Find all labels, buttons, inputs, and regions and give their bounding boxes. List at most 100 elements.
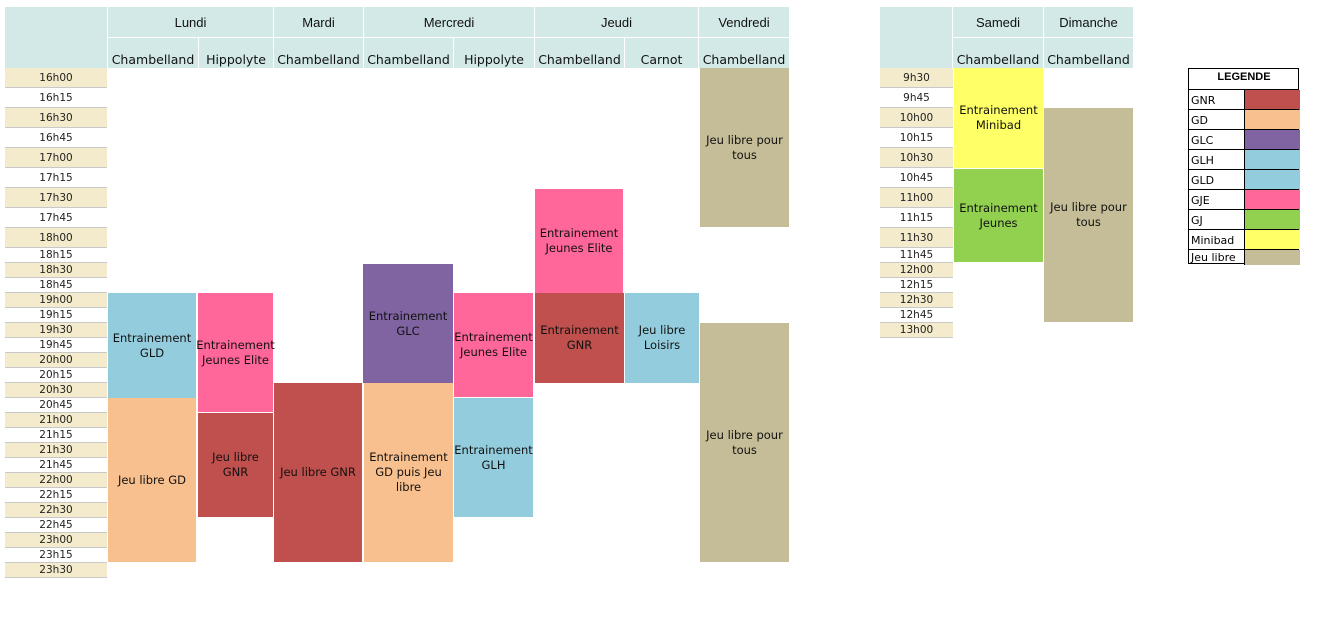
day-header: Samedi (953, 7, 1043, 37)
block-jeu-libre[interactable]: Jeu libre pour tous (700, 323, 789, 562)
time-label: 20h00 (5, 353, 107, 368)
time-label: 21h15 (5, 428, 107, 443)
time-label: 18h30 (5, 263, 107, 278)
time-label: 10h00 (880, 108, 953, 128)
legend-label: GNR (1191, 94, 1216, 107)
legend-item: GLC (1189, 129, 1300, 150)
legend-item: GLD (1189, 169, 1300, 190)
time-label: 19h45 (5, 338, 107, 353)
time-label: 17h30 (5, 188, 107, 208)
legend-item: GLH (1189, 149, 1300, 170)
legend-label: GJE (1191, 194, 1210, 207)
time-label: 17h15 (5, 168, 107, 188)
time-label: 11h45 (880, 248, 953, 263)
time-label: 17h00 (5, 148, 107, 168)
legend-item: GD (1189, 109, 1300, 130)
legend-label: Minibad (1191, 234, 1235, 247)
block-glh[interactable]: Entrainement GLH (454, 398, 533, 517)
time-label: 20h15 (5, 368, 107, 383)
day-header: Jeudi (535, 7, 698, 37)
venue-header: Carnot (625, 38, 698, 68)
legend-swatch (1244, 170, 1300, 190)
day-header: Dimanche (1044, 7, 1133, 37)
venue-header: Hippolyte (454, 38, 534, 68)
block-gd[interactable]: Jeu libre GD (108, 398, 196, 562)
time-label: 11h00 (880, 188, 953, 208)
venue-header: Hippolyte (199, 38, 273, 68)
time-label: 22h15 (5, 488, 107, 503)
time-label: 9h45 (880, 88, 953, 108)
time-label: 18h45 (5, 278, 107, 293)
venue-header: Chambelland (274, 38, 363, 68)
legend-label: Jeu libre (1191, 251, 1236, 264)
time-label: 12h00 (880, 263, 953, 278)
venue-header: Chambelland (535, 38, 624, 68)
time-label: 23h00 (5, 533, 107, 548)
block-gnr[interactable]: Jeu libre GNR (274, 383, 362, 562)
time-label: 23h15 (5, 548, 107, 563)
legend-label: GLD (1191, 174, 1215, 187)
time-label: 18h00 (5, 228, 107, 248)
legend-swatch (1244, 190, 1300, 210)
time-label: 22h30 (5, 503, 107, 518)
legend-item: GJE (1189, 189, 1300, 210)
venue-header: Chambelland (699, 38, 789, 68)
block-gnr[interactable]: Jeu libre GNR (198, 413, 273, 517)
time-label: 19h30 (5, 323, 107, 338)
time-label: 21h00 (5, 413, 107, 428)
time-label: 17h45 (5, 208, 107, 228)
day-header: Lundi (108, 7, 273, 37)
legend: LEGENDE GNR GD GLC GLH GLD GJE GJ Minibad Jeu lib… (1188, 68, 1300, 265)
block-gnr[interactable]: Entrainement GNR (535, 293, 624, 383)
time-label: 12h45 (880, 308, 953, 323)
time-label: 20h30 (5, 383, 107, 398)
block-jeu-libre[interactable]: Jeu libre pour tous (700, 68, 789, 227)
time-label: 16h30 (5, 108, 107, 128)
time-label: 10h30 (880, 148, 953, 168)
venue-header: Chambelland (953, 38, 1043, 68)
legend-label: GLH (1191, 154, 1214, 167)
time-label: 9h30 (880, 68, 953, 88)
venue-header: Chambelland (1044, 38, 1133, 68)
legend-item: GNR (1189, 89, 1300, 110)
time-label: 18h15 (5, 248, 107, 263)
legend-label: GJ (1191, 214, 1203, 227)
legend-label: GLC (1191, 134, 1214, 147)
legend-item: GJ (1189, 209, 1300, 230)
time-label: 21h30 (5, 443, 107, 458)
time-label: 10h15 (880, 128, 953, 148)
time-label: 12h30 (880, 293, 953, 308)
time-label: 20h45 (5, 398, 107, 413)
time-label: 13h00 (880, 323, 953, 338)
time-label: 11h30 (880, 228, 953, 248)
time-label: 21h45 (5, 458, 107, 473)
corner-header (880, 7, 952, 68)
legend-item: Minibad (1189, 229, 1300, 250)
block-gj[interactable]: Entrainement Jeunes (954, 169, 1043, 262)
legend-title: LEGENDE (1217, 71, 1271, 83)
legend-label: GD (1191, 114, 1208, 127)
venue-header: Chambelland (364, 38, 453, 68)
time-label: 12h15 (880, 278, 953, 293)
legend-swatch (1244, 150, 1300, 170)
legend-swatch (1244, 130, 1300, 150)
day-header: Mercredi (364, 7, 534, 37)
legend-swatch (1244, 110, 1300, 130)
block-gje[interactable]: Entrainement Jeunes Elite (535, 189, 623, 293)
block-jeu-libre[interactable]: Jeu libre pour tous (1044, 108, 1133, 322)
block-glh[interactable]: Jeu libre Loisirs (625, 293, 699, 383)
time-label: 16h15 (5, 88, 107, 108)
time-label: 10h45 (880, 168, 953, 188)
block-minibad[interactable]: Entrainement Minibad (954, 68, 1043, 168)
legend-item: Jeu libre (1189, 249, 1300, 265)
time-label: 11h15 (880, 208, 953, 228)
time-label: 22h00 (5, 473, 107, 488)
legend-swatch (1244, 90, 1300, 110)
block-glc[interactable]: Entrainement GLC (363, 264, 453, 383)
block-gje[interactable]: Entrainement Jeunes Elite (196, 293, 275, 412)
legend-swatch (1244, 210, 1300, 230)
block-gje[interactable]: Entrainement Jeunes Elite (454, 293, 533, 397)
time-label: 22h45 (5, 518, 107, 533)
block-gd[interactable]: Entrainement GD puis Jeu libre (364, 383, 453, 562)
block-gld[interactable]: Entrainement GLD (108, 293, 196, 398)
